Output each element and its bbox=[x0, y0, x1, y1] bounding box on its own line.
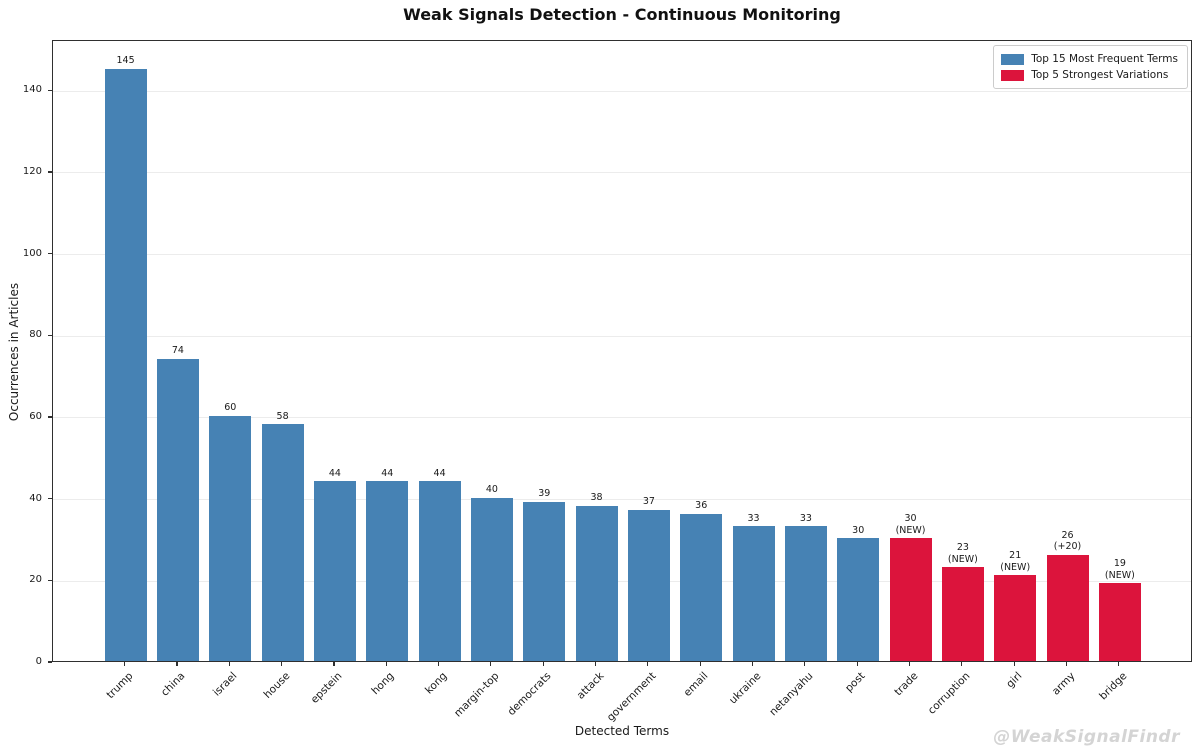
y-tick-mark bbox=[48, 416, 52, 418]
x-tick-mark bbox=[804, 662, 806, 666]
y-tick-mark bbox=[48, 89, 52, 91]
gridline-y-80 bbox=[53, 335, 1191, 337]
bar-value-label-trump: 145 bbox=[116, 55, 135, 67]
y-tick-label: 80 bbox=[29, 329, 42, 341]
bar-value-label-china: 74 bbox=[171, 345, 184, 357]
bar-value-label-kong: 44 bbox=[433, 467, 446, 479]
bar-israel bbox=[209, 415, 252, 661]
bar-trump bbox=[104, 68, 147, 661]
bar-attack bbox=[575, 505, 618, 661]
y-tick-label: 100 bbox=[22, 247, 42, 259]
bar-post bbox=[837, 538, 880, 661]
x-tick-mark bbox=[124, 662, 126, 666]
bar-value-label-epstein: 44 bbox=[328, 467, 341, 479]
gridline-y-100 bbox=[53, 254, 1191, 256]
bar-china bbox=[156, 358, 199, 661]
x-tick-mark bbox=[647, 662, 649, 666]
x-tick-mark bbox=[1118, 662, 1120, 666]
gridline-y-140 bbox=[53, 90, 1191, 92]
watermark: @WeakSignalFindr bbox=[993, 727, 1180, 747]
x-tick-mark bbox=[176, 662, 178, 666]
y-tick-label: 0 bbox=[35, 656, 42, 667]
y-tick-mark bbox=[48, 171, 52, 173]
bar-value-label-margin-top: 40 bbox=[485, 484, 498, 496]
bar-value-label-democrats: 39 bbox=[538, 488, 551, 500]
bar-house bbox=[261, 424, 304, 661]
x-tick-mark bbox=[490, 662, 492, 666]
y-tick-label: 120 bbox=[22, 165, 42, 177]
y-tick-mark bbox=[48, 334, 52, 336]
legend-row: Top 5 Strongest Variations bbox=[1001, 67, 1178, 83]
bar-trade bbox=[889, 538, 932, 661]
x-tick-mark bbox=[751, 662, 754, 666]
bar-value-label-israel: 60 bbox=[224, 402, 237, 414]
legend-swatch-frequent bbox=[1001, 53, 1025, 65]
plot-area: 145 74 60 58 44 44 44 40 39 38 37 36 33 33 30 30 (NEW) 2… bbox=[52, 40, 1192, 662]
x-tick-mark bbox=[437, 662, 440, 666]
bar-democrats bbox=[523, 501, 566, 661]
bar-value-label-ukraine: 33 bbox=[747, 512, 760, 524]
bar-value-label-hong: 44 bbox=[381, 467, 394, 479]
bar-netanyahu bbox=[784, 526, 827, 661]
bar-value-label-girl: 21 (NEW) bbox=[1000, 550, 1031, 573]
bar-value-label-army: 26 (+20) bbox=[1053, 529, 1082, 553]
y-tick-mark bbox=[48, 252, 52, 255]
x-tick-mark bbox=[699, 662, 701, 666]
y-tick-label: 60 bbox=[29, 410, 42, 422]
bar-ukraine bbox=[732, 526, 775, 661]
y-tick-label: 20 bbox=[29, 574, 42, 586]
bar-value-label-corruption: 23 (NEW) bbox=[947, 542, 978, 565]
legend-label: Top 15 Most Frequent Terms bbox=[1031, 53, 1178, 65]
y-tick-mark bbox=[48, 661, 52, 663]
x-tick-mark bbox=[594, 662, 597, 666]
x-tick-mark bbox=[1013, 662, 1015, 666]
legend-swatch-variation bbox=[1001, 69, 1025, 81]
chart-title: Weak Signals Detection - Continuous Moni… bbox=[403, 5, 841, 24]
x-axis-label: Detected Terms bbox=[574, 724, 670, 738]
bar-value-label-email: 36 bbox=[695, 500, 708, 512]
bar-margin-top bbox=[470, 497, 513, 661]
bar-girl bbox=[994, 575, 1037, 661]
x-tick-mark bbox=[961, 662, 963, 666]
bar-hong bbox=[366, 481, 409, 661]
x-tick-mark bbox=[542, 662, 544, 666]
x-tick-mark bbox=[908, 662, 911, 666]
x-tick-mark bbox=[333, 662, 335, 666]
y-tick-label: 40 bbox=[29, 492, 42, 504]
gridline-y-40 bbox=[53, 499, 1191, 501]
gridline-y-120 bbox=[53, 172, 1191, 174]
y-axis-label: Occurrences in Articles bbox=[7, 282, 21, 422]
bar-value-label-government: 37 bbox=[642, 496, 655, 508]
x-tick-mark bbox=[228, 662, 230, 666]
bar-value-label-bridge: 19 (NEW) bbox=[1104, 558, 1135, 581]
x-tick-mark bbox=[280, 662, 283, 666]
bar-epstein bbox=[313, 481, 356, 661]
legend-row: Top 15 Most Frequent Terms bbox=[1001, 51, 1178, 67]
bar-kong bbox=[418, 481, 461, 661]
gridline-y-20 bbox=[53, 580, 1191, 582]
bar-corruption bbox=[941, 567, 984, 661]
y-tick-label: 140 bbox=[22, 84, 42, 96]
x-tick-mark bbox=[856, 662, 858, 666]
bar-value-label-attack: 38 bbox=[590, 492, 603, 504]
bar-value-label-trade: 30 (NEW) bbox=[895, 513, 926, 536]
bar-army bbox=[1046, 554, 1089, 661]
bar-value-label-post: 30 bbox=[852, 524, 865, 536]
gridline-y-60 bbox=[53, 417, 1191, 419]
y-tick-mark bbox=[48, 498, 52, 500]
x-tick-mark bbox=[1065, 662, 1068, 666]
y-tick-mark bbox=[48, 579, 52, 581]
bar-bridge bbox=[1098, 583, 1141, 661]
bar-value-label-house: 58 bbox=[276, 410, 289, 422]
legend-label: Top 5 Strongest Variations bbox=[1031, 69, 1169, 81]
x-tick-mark bbox=[385, 662, 387, 666]
bar-government bbox=[627, 509, 670, 661]
legend: Top 15 Most Frequent Terms Top 5 Stronges… bbox=[993, 45, 1188, 89]
bar-email bbox=[680, 513, 723, 661]
bar-value-label-netanyahu: 33 bbox=[799, 512, 812, 524]
